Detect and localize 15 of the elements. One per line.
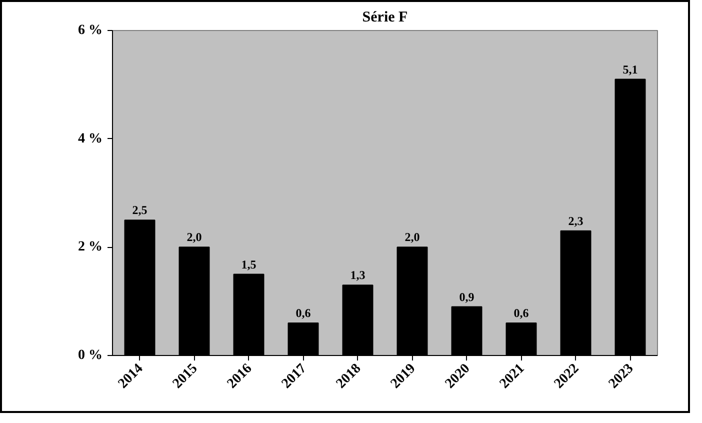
- data-label: 1,5: [241, 257, 256, 272]
- chart-title: Série F: [362, 10, 408, 26]
- data-label: 2,0: [404, 230, 420, 244]
- data-label: 2,3: [568, 214, 584, 228]
- y-tick-label: 2 %: [78, 240, 102, 255]
- y-tick-label: 6 %: [78, 23, 102, 38]
- data-label: 0,6: [296, 306, 311, 320]
- data-label: 1,3: [350, 268, 366, 282]
- data-label: 5,1: [622, 62, 638, 76]
- data-label: 2,0: [186, 230, 202, 244]
- data-label: 0,6: [514, 306, 529, 320]
- y-tick-label: 4 %: [78, 131, 102, 146]
- y-tick-label: 0 %: [78, 348, 102, 363]
- data-label: 2,5: [132, 203, 148, 218]
- data-label: 0,9: [459, 290, 474, 304]
